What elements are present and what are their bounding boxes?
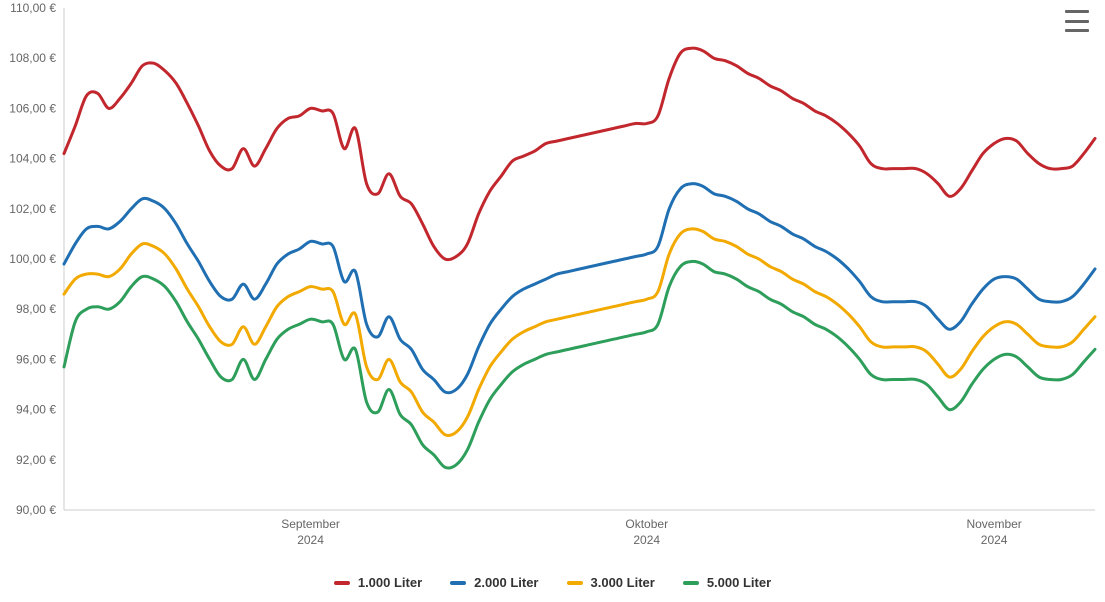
series-s2000	[64, 184, 1095, 393]
y-tick-label: 102,00 €	[9, 202, 56, 216]
x-tick-label: Oktober	[625, 517, 668, 531]
chart-plot-area: 90,00 € 92,00 € 94,00 € 96,00 € 98,00 € 100,0…	[0, 0, 1105, 562]
legend-item-s5000[interactable]: 5.000 Liter	[683, 575, 771, 590]
y-tick-label: 104,00 €	[9, 152, 56, 166]
legend-swatch	[334, 581, 350, 585]
y-tick-label: 106,00 €	[9, 101, 56, 115]
legend-swatch	[567, 581, 583, 585]
x-tick-label-year: 2024	[981, 533, 1008, 547]
legend-swatch	[450, 581, 466, 585]
y-tick-label: 96,00 €	[16, 352, 56, 366]
legend-label: 3.000 Liter	[591, 575, 655, 590]
legend-item-s1000[interactable]: 1.000 Liter	[334, 575, 422, 590]
y-tick-label: 100,00 €	[9, 252, 56, 266]
x-tick-label-year: 2024	[633, 533, 660, 547]
x-tick-label-year: 2024	[297, 533, 324, 547]
x-tick-label: September	[281, 517, 340, 531]
series-s1000	[64, 48, 1095, 260]
price-chart: 90,00 € 92,00 € 94,00 € 96,00 € 98,00 € 100,0…	[0, 0, 1105, 602]
y-tick-label: 94,00 €	[16, 403, 56, 417]
y-tick-label: 92,00 €	[16, 453, 56, 467]
legend-label: 2.000 Liter	[474, 575, 538, 590]
legend-label: 5.000 Liter	[707, 575, 771, 590]
y-tick-label: 108,00 €	[9, 51, 56, 65]
y-tick-label: 90,00 €	[16, 503, 56, 517]
hamburger-menu-icon[interactable]	[1063, 8, 1091, 34]
y-tick-label: 98,00 €	[16, 302, 56, 316]
y-tick-label: 110,00 €	[10, 1, 56, 15]
chart-legend: 1.000 Liter 2.000 Liter 3.000 Liter 5.000 L…	[0, 575, 1105, 590]
series-s3000	[64, 229, 1095, 436]
legend-item-s2000[interactable]: 2.000 Liter	[450, 575, 538, 590]
legend-item-s3000[interactable]: 3.000 Liter	[567, 575, 655, 590]
legend-label: 1.000 Liter	[358, 575, 422, 590]
x-tick-label: November	[966, 517, 1021, 531]
legend-swatch	[683, 581, 699, 585]
